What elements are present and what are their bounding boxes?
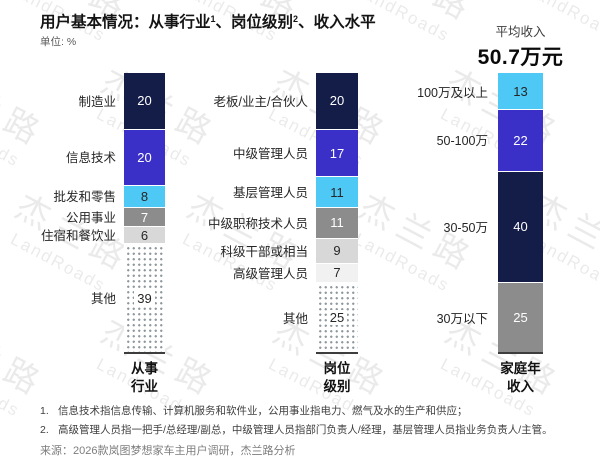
segment-value: 25 xyxy=(326,310,348,326)
bar-segment: 11 xyxy=(316,206,358,238)
bar-column: 20 17 11 11 9 7 25 xyxy=(316,73,358,354)
footnote-1: 1. 信息技术指信息传输、计算机服务和软件业，公用事业指电力、燃气及水的生产和供应… xyxy=(40,402,585,421)
segment-value: 7 xyxy=(140,209,149,225)
average-income-callout: 平均收入 50.7万元 xyxy=(450,21,591,71)
segment-value: 22 xyxy=(513,132,528,148)
segment-value: 6 xyxy=(140,227,149,243)
segment-label: 信息技术 xyxy=(65,151,116,166)
title-part: 、收入水平 xyxy=(298,14,376,31)
bar-segment: 8 xyxy=(124,184,165,207)
bar-segment: 20 xyxy=(124,128,165,185)
bar-segment: 25 xyxy=(316,282,358,352)
axis-label-line: 家庭年 xyxy=(500,361,541,376)
bar-segment: 7 xyxy=(124,206,165,227)
bar-column: 13 22 40 25 xyxy=(498,73,543,354)
bar-segment: 11 xyxy=(316,176,358,207)
segment-label: 中级职称技术人员 xyxy=(207,216,308,231)
axis-label-line: 级别 xyxy=(323,379,351,395)
title-part: 用户基本情况：从事行业 xyxy=(40,14,211,31)
axis-label-line: 行业 xyxy=(131,379,158,395)
segment-value: 25 xyxy=(513,310,528,326)
segment-label: 50-100万 xyxy=(436,134,488,149)
bar-column: 20 20 8 7 6 39 xyxy=(124,73,165,354)
segment-value: 20 xyxy=(137,93,152,109)
segment-label: 科级干部或相当 xyxy=(220,244,308,259)
segment-label: 其他 xyxy=(282,311,308,326)
source-line: 来源：2026款岚图梦想家车主用户调研，杰兰路分析 xyxy=(40,445,296,457)
footer: 1. 信息技术指信息传输、计算机服务和软件业，公用事业指电力、燃气及水的生产和供应… xyxy=(40,402,585,459)
segment-value: 40 xyxy=(513,219,528,235)
segment-label: 30-50万 xyxy=(443,220,488,235)
page-title: 用户基本情况：从事行业1、岗位级别2、收入水平 xyxy=(40,10,376,32)
average-income-label: 平均收入 xyxy=(495,25,546,39)
segment-label: 100万及以上 xyxy=(417,85,488,100)
axis-label: 家庭年 收入 xyxy=(498,360,543,396)
footnote-2: 2. 高级管理人员指一把手/总经理/副总，中级管理人员指部门负责人/经理，基层管理… xyxy=(40,421,585,440)
bar-segment: 25 xyxy=(498,282,543,352)
bar-segment: 6 xyxy=(124,226,165,244)
average-income-value: 50.7万元 xyxy=(477,46,564,69)
segment-label: 高级管理人员 xyxy=(232,266,308,281)
bar-segment: 13 xyxy=(498,73,543,110)
segment-label: 中级管理人员 xyxy=(232,147,308,161)
segment-value: 39 xyxy=(134,290,155,306)
footnote-text: 信息技术指信息传输、计算机服务和软件业，公用事业指电力、燃气及水的生产和供应； xyxy=(58,405,468,417)
bar-segment: 40 xyxy=(498,170,543,283)
axis-label-line: 岗位 xyxy=(323,361,351,376)
segment-value: 17 xyxy=(329,145,345,161)
footnote-text: 高级管理人员指一把手/总经理/副总，中级管理人员指部门负责人/经理，基层管理人员… xyxy=(58,423,553,436)
bar-segment: 7 xyxy=(316,262,358,283)
segment-label: 30万以下 xyxy=(436,311,488,326)
unit-label: 单位: % xyxy=(40,36,77,48)
bar-segment: 9 xyxy=(316,237,358,263)
bar-segment: 20 xyxy=(124,73,165,129)
segment-label: 老板/业主/合伙人 xyxy=(213,95,308,110)
segment-value: 13 xyxy=(513,83,528,99)
title-superscript-1: 1 xyxy=(210,14,216,24)
segment-label: 批发和零售 xyxy=(53,190,116,205)
axis-label-line: 从事 xyxy=(131,361,158,376)
footnote-number: 1. xyxy=(40,405,49,417)
segment-value: 9 xyxy=(333,243,341,259)
bar-segment: 39 xyxy=(124,243,165,352)
segment-value: 11 xyxy=(330,184,344,200)
segment-label: 制造业 xyxy=(78,95,116,110)
segment-label: 公用事业 xyxy=(65,211,116,226)
segment-value: 7 xyxy=(333,265,341,281)
footnote-number: 2. xyxy=(40,423,49,436)
axis-label-line: 收入 xyxy=(507,379,534,395)
segment-label: 住宿和餐饮业 xyxy=(40,229,116,244)
segment-label: 其他 xyxy=(90,292,116,307)
bar-segment: 22 xyxy=(498,109,543,171)
bar-segment: 17 xyxy=(316,128,358,177)
segment-value: 20 xyxy=(137,149,152,165)
segment-value: 11 xyxy=(330,215,344,231)
segment-label: 基层管理人员 xyxy=(232,186,308,201)
axis-label: 岗位 级别 xyxy=(316,360,358,396)
title-part: 、岗位级别 xyxy=(215,14,294,31)
title-superscript-2: 2 xyxy=(293,14,299,24)
segment-value: 20 xyxy=(329,93,345,109)
segment-value: 8 xyxy=(140,188,149,204)
axis-label: 从事 行业 xyxy=(124,360,165,396)
bar-segment: 20 xyxy=(316,73,358,129)
